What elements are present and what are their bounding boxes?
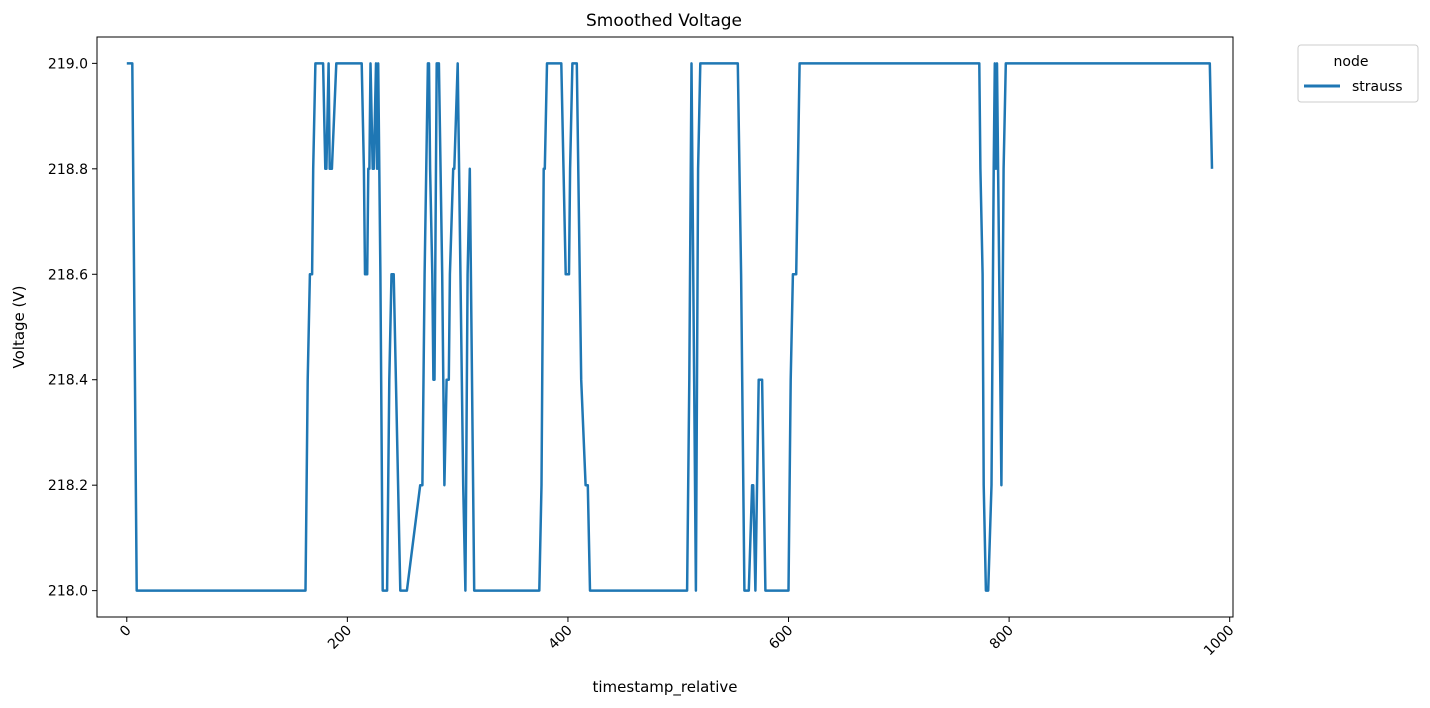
- x-tick-label: 0: [117, 623, 135, 641]
- chart-title: Smoothed Voltage: [586, 11, 742, 31]
- x-tick-label: 600: [766, 623, 796, 653]
- y-tick-label: 218.0: [48, 584, 88, 600]
- legend-title: node: [1334, 54, 1369, 70]
- legend-label: strauss: [1352, 79, 1403, 95]
- legend-box: [1297, 44, 1419, 103]
- y-tick-label: 218.6: [48, 267, 88, 283]
- plot-area: [96, 36, 1234, 618]
- x-axis: 0 200 400 600 800 1000: [117, 617, 1238, 659]
- x-tick-label: 200: [325, 623, 355, 653]
- x-tick-label: 1000: [1201, 623, 1238, 660]
- series-layer: [126, 62, 1214, 592]
- plot-frame: [96, 36, 1234, 618]
- y-tick-label: 218.2: [48, 478, 88, 494]
- x-axis-title: timestamp_relative: [593, 678, 738, 697]
- y-tick-label: 218.8: [48, 162, 88, 178]
- y-axis-title: Voltage (V): [10, 286, 28, 369]
- series-line-strauss: [126, 62, 1214, 592]
- y-tick-label: 218.4: [48, 373, 88, 389]
- y-axis: 218.0 218.2 218.4 218.6 218.8 219.0: [48, 56, 97, 600]
- x-tick-label: 800: [987, 623, 1017, 653]
- legend: node strauss: [1297, 44, 1419, 103]
- y-tick-label: 219.0: [48, 56, 88, 72]
- x-tick-label: 400: [546, 623, 576, 653]
